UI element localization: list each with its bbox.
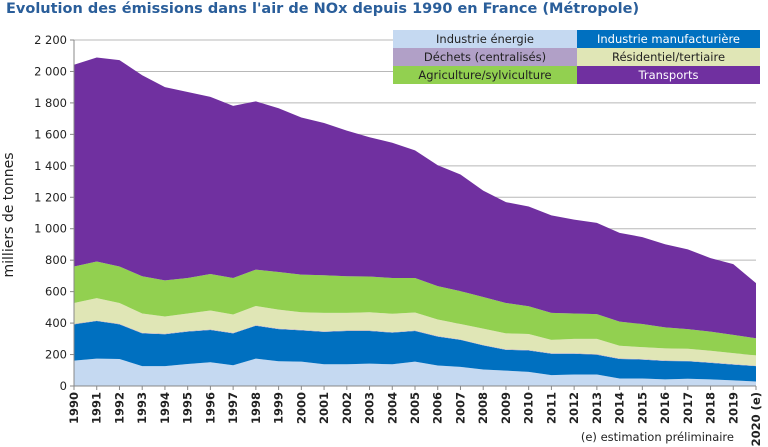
x-tick-label: 2009	[499, 392, 513, 424]
legend-item-industrie-nergie: Industrie énergie	[393, 30, 577, 48]
x-tick-label: 1996	[203, 392, 217, 424]
x-tick-label: 2007	[453, 392, 467, 424]
y-tick-label: 2 000	[34, 64, 67, 78]
x-tick-label: 2012	[567, 392, 581, 424]
x-tick-label: 2006	[431, 392, 445, 424]
chart-title: Evolution des émissions dans l'air de NO…	[6, 1, 640, 17]
y-tick-label: 600	[45, 285, 67, 299]
y-tick-label: 400	[45, 316, 67, 330]
annotation-note: (e) estimation préliminaire	[580, 430, 734, 444]
area-transports	[74, 57, 756, 339]
x-tick-label: 2008	[476, 392, 490, 424]
x-tick-label: 2002	[340, 392, 354, 424]
x-tick-label: 2014	[613, 392, 627, 424]
legend-item-agriculture-sylviculture: Agriculture/sylviculture	[393, 66, 577, 84]
x-tick-label: 2003	[363, 392, 377, 424]
area-r-sidentiel-tertiaire	[74, 298, 756, 366]
x-tick-label: 1992	[112, 392, 126, 424]
legend-item-r-sidentiel-tertiaire: Résidentiel/tertiaire	[577, 48, 760, 66]
x-tick-label: 2011	[544, 392, 558, 424]
y-tick-label: 1 600	[34, 127, 67, 141]
area-industrie-nergie	[74, 358, 756, 386]
legend-item-industrie-manufacturi-re: Industrie manufacturière	[577, 30, 760, 48]
area-agriculture-sylviculture	[74, 261, 756, 356]
x-tick-label: 1997	[226, 392, 240, 424]
y-tick-label: 1 400	[34, 159, 67, 173]
y-tick-label: 200	[45, 348, 67, 362]
x-tick-label: 1999	[272, 392, 286, 424]
x-tick-label: 1993	[135, 392, 149, 424]
x-tick-label: 2000	[294, 392, 308, 424]
x-tick-label: 1998	[249, 392, 263, 424]
x-tick-label: 1994	[158, 392, 172, 424]
y-tick-label: 1 200	[34, 190, 67, 204]
x-tick-label: 2017	[681, 392, 695, 424]
x-tick-label: 2019	[726, 392, 740, 424]
area-industrie-manufacturi-re	[74, 321, 756, 382]
x-tick-label: 2010	[522, 392, 536, 424]
x-tick-label: 2013	[590, 392, 604, 424]
legend: Industrie énergie Industrie manufacturièr…	[393, 30, 760, 84]
y-tick-label: 0	[60, 379, 67, 393]
y-tick-label: 800	[45, 253, 67, 267]
x-tick-label: 2005	[408, 392, 422, 424]
y-tick-label: 2 200	[34, 33, 67, 47]
x-tick-label: 2018	[704, 392, 718, 424]
legend-item-d-chets-centralis-s-: Déchets (centralisés)	[393, 48, 577, 66]
x-tick-label: 1991	[90, 392, 104, 424]
x-tick-label: 2001	[317, 392, 331, 424]
x-tick-label: 1995	[181, 392, 195, 424]
y-tick-label: 1 000	[34, 222, 67, 236]
y-axis-label: milliers de tonnes	[1, 152, 17, 278]
x-tick-label: 2020 (e)	[749, 392, 763, 446]
x-tick-label: 2016	[658, 392, 672, 424]
legend-item-transports: Transports	[577, 66, 760, 84]
x-tick-label: 2004	[385, 392, 399, 424]
y-tick-label: 1 800	[34, 96, 67, 110]
x-tick-label: 2015	[635, 392, 649, 424]
x-tick-label: 1990	[67, 392, 81, 424]
